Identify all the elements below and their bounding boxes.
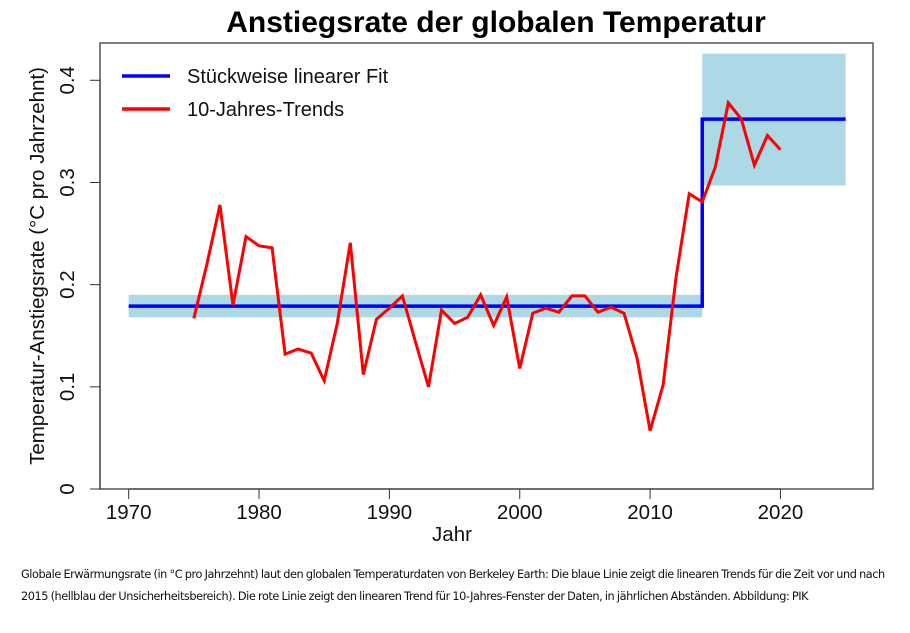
x-tick-label: 2010: [627, 501, 673, 524]
x-tick-label: 2020: [758, 501, 804, 524]
x-tick-label: 2000: [497, 501, 543, 524]
legend-label-trend: 10-Jahres-Trends: [187, 99, 344, 121]
x-tick-label: 1980: [236, 501, 282, 524]
legend: Stückweise linearer Fit 10-Jahres-Trends: [122, 66, 389, 121]
y-tick-label: 0.4: [56, 66, 79, 95]
y-axis-label: Temperatur-Anstiegsrate (°C pro Jahrzehn…: [26, 67, 49, 465]
uncertainty-bands: [128, 53, 846, 318]
y-tick-label: 0.1: [56, 373, 79, 402]
y-axis: 0 0.1 0.2 0.3 0.4: [56, 66, 101, 495]
chart-title: Anstiegsrate der globalen Temperatur: [226, 6, 766, 39]
x-axis: 1970 1980 1990 2000 2010 2020: [106, 488, 804, 524]
y-tick-label: 0.2: [56, 270, 79, 299]
legend-label-fit: Stückweise linearer Fit: [187, 66, 389, 88]
fit-line: [128, 117, 846, 308]
chart: Anstiegsrate der globalen Temperatur 0 0.…: [26, 6, 874, 546]
trend-series: [192, 99, 782, 432]
x-tick-label: 1970: [106, 501, 152, 524]
figure-caption: Globale Erwärmungsrate (in °C pro Jahrze…: [21, 568, 885, 603]
x-tick-label: 1990: [367, 501, 413, 524]
fit-series: [128, 117, 846, 308]
y-tick-label: 0.3: [56, 168, 79, 197]
x-axis-label: Jahr: [432, 523, 472, 546]
trend-line: [192, 99, 782, 432]
y-tick-label: 0: [56, 483, 79, 494]
